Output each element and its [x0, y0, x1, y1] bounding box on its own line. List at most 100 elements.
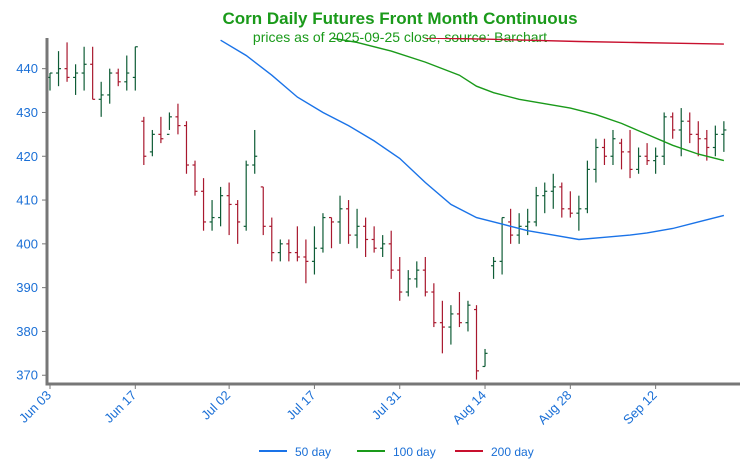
ohlc-bar	[158, 116, 164, 144]
ohlc-bar	[90, 46, 96, 100]
ohlc-bar	[627, 129, 633, 179]
ohlc-bar	[380, 235, 386, 257]
chart-title: Corn Daily Futures Front Month Continuou…	[222, 9, 577, 28]
ohlc-bar	[567, 191, 573, 218]
ohlc-bar	[414, 261, 420, 288]
ohlc-bar	[183, 121, 189, 174]
y-tick-label: 380	[16, 324, 38, 339]
ohlc-bar	[141, 116, 147, 166]
ma-line-100-day	[331, 38, 725, 162]
legend-item: 200 day	[455, 445, 534, 459]
ohlc-bar	[550, 173, 556, 209]
ohlc-bar	[661, 112, 667, 166]
y-tick-label: 420	[16, 149, 38, 164]
y-axis-ticks: 370 380 390 400 410 420 430 440	[16, 61, 47, 383]
legend-label: 50 day	[295, 445, 331, 459]
ohlc-bar	[670, 112, 676, 139]
ohlc-bar	[593, 138, 599, 183]
ohlc-bar	[704, 129, 710, 161]
ohlc-bar	[576, 195, 582, 231]
legend-label: 100 day	[393, 445, 436, 459]
ma-line-50-day	[220, 39, 725, 241]
ohlc-bar	[439, 300, 445, 354]
ohlc-bar	[405, 270, 411, 297]
ohlc-bar	[644, 143, 650, 166]
ohlc-bar	[653, 147, 659, 174]
ohlc-bar	[81, 46, 87, 91]
ohlc-bar	[636, 147, 642, 174]
y-tick-label: 430	[16, 105, 38, 120]
ohlc-bar	[456, 292, 462, 328]
ohlc-bar	[260, 186, 266, 236]
ohlc-bar	[610, 129, 616, 166]
ohlc-bar	[388, 230, 394, 279]
y-tick-label: 440	[16, 61, 38, 76]
ohlc-bar	[328, 216, 334, 249]
ohlc-bar	[73, 64, 79, 95]
ohlc-bar	[243, 160, 249, 231]
ohlc-bar	[269, 217, 275, 262]
ohlc-bar	[311, 226, 317, 275]
y-tick-label: 400	[16, 236, 38, 251]
legend: 50 day 100 day 200 day	[259, 445, 534, 459]
ohlc-bar	[166, 112, 172, 135]
y-tick-label: 390	[16, 280, 38, 295]
ohlc-bar	[192, 160, 198, 196]
ohlc-bar	[320, 213, 326, 253]
ohlc-bar	[533, 186, 539, 227]
ohlc-bar	[448, 305, 454, 345]
ohlc-bar	[132, 46, 138, 91]
ohlc-bar	[218, 186, 224, 227]
ohlc-bar	[431, 283, 437, 328]
ohlc-bar	[294, 226, 300, 262]
ohlc-bar	[98, 81, 104, 117]
chart-subtitle: prices as of 2025-09-25 close, source: B…	[253, 29, 547, 45]
ohlc-bar	[584, 160, 590, 214]
ohlc-bar	[209, 200, 215, 231]
ohlc-bar	[712, 125, 718, 157]
ohlc-bar	[226, 182, 232, 236]
ohlc-bars	[47, 42, 727, 380]
ohlc-bar	[422, 256, 428, 297]
ohlc-bar	[337, 195, 343, 244]
ohlc-bar	[277, 239, 283, 262]
legend-label: 200 day	[491, 445, 534, 459]
ohlc-bar	[499, 216, 505, 275]
ohlc-bar	[619, 138, 625, 170]
ohlc-bar	[252, 129, 258, 174]
ohlc-bar	[559, 182, 565, 218]
ohlc-bar	[482, 348, 488, 368]
ohlc-bar	[107, 68, 113, 104]
ohlc-bar	[397, 256, 403, 301]
ohlc-bar	[56, 51, 62, 87]
ohlc-bar	[491, 256, 497, 279]
ohlc-bar	[363, 217, 369, 257]
ohlc-bar	[346, 200, 352, 244]
ohlc-bar	[721, 121, 727, 152]
ohlc-bar	[465, 300, 471, 332]
axes	[45, 38, 740, 386]
ohlc-bar	[542, 182, 548, 214]
ohlc-bar	[687, 112, 693, 144]
ohlc-bar	[201, 178, 207, 231]
y-tick-label: 410	[16, 193, 38, 208]
ohlc-bar	[371, 226, 377, 253]
legend-item: 100 day	[357, 445, 436, 459]
moving-averages	[220, 38, 725, 241]
ohlc-bar	[124, 55, 130, 91]
ohlc-bar	[354, 208, 360, 249]
ohlc-bar	[601, 138, 607, 166]
ohlc-bar	[149, 129, 155, 157]
ohlc-bar	[115, 68, 121, 87]
y-tick-label: 370	[16, 368, 38, 383]
ohlc-bar	[64, 42, 70, 82]
ma-line-200-day	[425, 38, 724, 45]
ohlc-bar	[474, 305, 479, 380]
ohlc-bar	[286, 239, 292, 262]
ohlc-bar	[175, 103, 181, 135]
legend-item: 50 day	[259, 445, 331, 459]
ohlc-bar	[235, 200, 241, 244]
ohlc-bar	[303, 239, 309, 284]
